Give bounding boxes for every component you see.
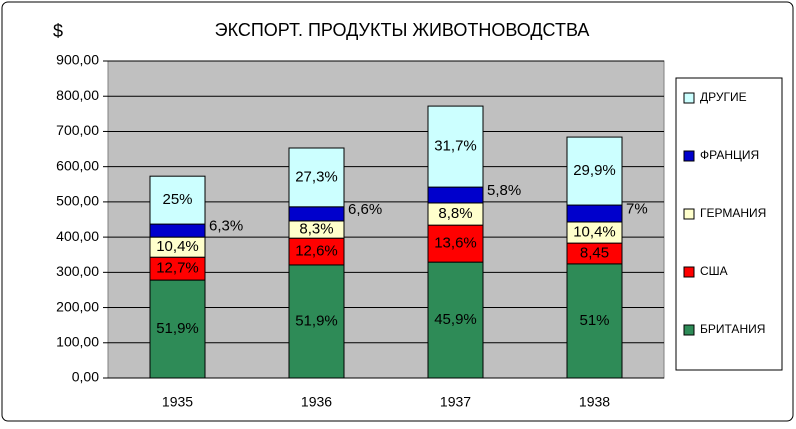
- data-label: 29,9%: [573, 162, 616, 179]
- chart-title: ЭКСПОРТ. ПРОДУКТЫ ЖИВОТНОВОДСТВА: [215, 20, 590, 40]
- data-label: 7%: [626, 200, 648, 217]
- bar-segment: [566, 263, 623, 379]
- bar-segment: [149, 279, 206, 379]
- data-label: 45,9%: [434, 311, 477, 328]
- y-tick-label: 900,00: [56, 52, 99, 68]
- y-tick-label: 400,00: [56, 228, 99, 244]
- legend-label: США: [700, 264, 728, 278]
- data-label: 10,4%: [156, 238, 199, 255]
- legend-swatch: [683, 324, 695, 336]
- legend: [675, 77, 783, 371]
- y-axis-label: $: [53, 21, 63, 41]
- bar-segment: [149, 223, 206, 238]
- bar-segment: [427, 186, 484, 204]
- y-tick-label: 100,00: [56, 333, 99, 349]
- bar-segment: [288, 147, 345, 208]
- y-tick-label: 500,00: [56, 193, 99, 209]
- data-label: 51,9%: [156, 320, 199, 337]
- data-label: 31,7%: [434, 138, 477, 155]
- data-label: 8,8%: [438, 205, 472, 222]
- y-tick-label: 300,00: [56, 263, 99, 279]
- y-tick-label: 600,00: [56, 157, 99, 173]
- legend-swatch: [683, 92, 695, 104]
- data-label: 13,6%: [434, 235, 477, 252]
- data-label: 5,8%: [487, 182, 521, 199]
- data-label: 10,4%: [573, 224, 616, 241]
- legend-swatch: [683, 266, 695, 278]
- x-tick-label: 1936: [301, 394, 332, 410]
- data-label: 6,6%: [348, 201, 382, 218]
- data-label: 6,3%: [209, 218, 243, 235]
- legend-label: БРИТАНИЯ: [700, 322, 765, 336]
- data-label: 8,3%: [299, 221, 333, 238]
- bar-segment: [427, 224, 484, 263]
- data-label: 12,7%: [156, 260, 199, 277]
- bar-segment: [149, 175, 206, 225]
- x-tick-label: 1935: [162, 394, 193, 410]
- y-tick-label: 0,00: [72, 369, 99, 385]
- bar-segment: [288, 237, 345, 266]
- legend-label: ГЕРМАНИЯ: [700, 206, 766, 220]
- bar-segment: [427, 261, 484, 379]
- y-tick-label: 200,00: [56, 298, 99, 314]
- y-tick-label: 700,00: [56, 122, 99, 138]
- bar-segment: [288, 206, 345, 222]
- legend-swatch: [683, 208, 695, 220]
- y-tick-label: 800,00: [56, 87, 99, 103]
- legend-label: ФРАНЦИЯ: [700, 148, 759, 162]
- data-label: 51,9%: [295, 312, 338, 329]
- data-label: 8,45: [580, 244, 609, 261]
- bar-segment: [427, 105, 484, 188]
- data-label: 12,6%: [295, 243, 338, 260]
- x-tick-label: 1937: [440, 394, 471, 410]
- legend-label: ДРУГИЕ: [700, 90, 747, 104]
- data-label: 25%: [162, 191, 192, 208]
- bar-segment: [566, 136, 623, 206]
- data-label: 27,3%: [295, 168, 338, 185]
- data-label: 51%: [579, 312, 609, 329]
- legend-swatch: [683, 150, 695, 162]
- x-tick-label: 1938: [579, 394, 610, 410]
- bar-segment: [566, 204, 623, 223]
